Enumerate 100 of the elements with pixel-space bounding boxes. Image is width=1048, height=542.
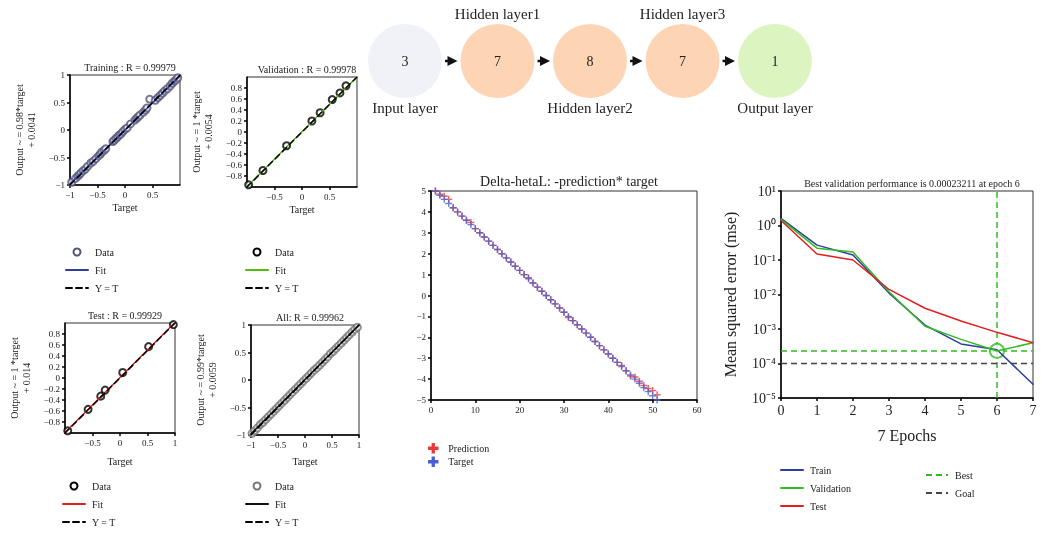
- y-tick-label: −3: [416, 353, 427, 364]
- legend-label: Validation: [810, 482, 852, 494]
- data-label: 7: [679, 54, 686, 69]
- x-tick-label: 0.5: [323, 191, 336, 202]
- category-label: Output layer: [737, 100, 813, 116]
- x-tick-label: −0.5: [269, 439, 287, 450]
- chart-title: Test : R = 0.99929: [87, 309, 163, 321]
- y-tick-label: 10⁻³: [752, 321, 776, 337]
- x-tick-label: 0.5: [326, 439, 339, 450]
- chart-title: All: R = 0.99962: [276, 311, 344, 323]
- x-axis-title: Target: [107, 455, 133, 467]
- legend-label: Fit: [275, 264, 287, 276]
- y-tick-label: 10⁰: [757, 218, 776, 233]
- legend-label: Goal: [955, 487, 975, 499]
- x-tick-label: 60: [692, 404, 702, 415]
- y-tick-label: 2: [421, 248, 426, 259]
- x-tick-label: −0.5: [89, 189, 107, 200]
- y-tick-label: −0.8: [225, 171, 243, 181]
- y-tick-label: 0.5: [53, 97, 66, 108]
- y-axis-title: Output ~ = 1 *target + 0.0054: [191, 91, 215, 173]
- y-tick-label: 0.4: [48, 351, 61, 361]
- y-tick-label: −0.5: [48, 152, 66, 163]
- x-tick-label: 1: [813, 402, 821, 418]
- y-tick-label: −0.6: [43, 406, 61, 416]
- y-tick-label: 0: [241, 375, 247, 385]
- x-tick-label: 0: [302, 439, 308, 450]
- category-label: Hidden layer2: [547, 100, 633, 116]
- y-tick-label: −0.4: [43, 395, 61, 405]
- x-tick-label: 7: [1029, 402, 1037, 418]
- x-tick-label: 5: [957, 402, 965, 418]
- chart-title: Validation : R = 0.99978: [257, 63, 357, 75]
- data-label: 3: [401, 54, 409, 69]
- y-tick-label: 1: [421, 269, 426, 280]
- y-tick-label: 10⁻²: [752, 287, 776, 302]
- x-tick-label: 50: [648, 404, 658, 415]
- y-tick-label: 0: [421, 290, 427, 301]
- x-tick-label: 0: [122, 189, 128, 200]
- y-tick-label: 0: [237, 127, 243, 137]
- y-tick-label: 0.8: [48, 329, 61, 339]
- y-tick-label: 1: [60, 70, 65, 80]
- x-tick-label: −0.5: [84, 437, 102, 448]
- x-tick-label: 10: [470, 404, 481, 415]
- x-tick-label: 0: [117, 437, 123, 448]
- y-tick-label: 0.6: [230, 94, 243, 104]
- y-tick-label: −1: [416, 311, 426, 322]
- y-tick-label: 10⁻⁴: [752, 356, 777, 371]
- x-axis-title: Target: [289, 203, 315, 215]
- x-tick-label: 2: [849, 402, 857, 418]
- y-axis-title: Mean squared error (mse): [721, 211, 740, 378]
- y-axis-title: Output ~ = 0.99*target + 0.0059: [195, 334, 219, 426]
- legend-label: Data: [95, 246, 115, 258]
- legend-label: Y = T: [275, 516, 299, 528]
- y-tick-label: −0.2: [225, 138, 242, 148]
- x-tick-label: 0: [299, 191, 305, 202]
- legend-label: Data: [92, 480, 112, 492]
- legend-label: Train: [810, 464, 832, 476]
- x-axis-title: Target: [292, 455, 318, 467]
- x-tick-label: 0.5: [146, 189, 159, 200]
- x-axis-title: Target: [112, 201, 138, 213]
- legend-label: Y = T: [95, 282, 119, 294]
- x-tick-label: −0.5: [266, 191, 284, 202]
- legend-label: Fit: [275, 498, 287, 510]
- data-label: 7: [494, 54, 501, 69]
- y-tick-label: 10⁻⁵: [752, 390, 777, 406]
- legend-label: Y = T: [92, 516, 116, 528]
- y-tick-label: 0: [60, 125, 66, 135]
- legend-label: Data: [275, 246, 295, 258]
- y-tick-label: −2: [416, 332, 426, 343]
- y-tick-label: 0.6: [48, 340, 61, 350]
- x-tick-label: 1: [356, 439, 362, 450]
- y-axis-title: Output ~ = 1 *target + 0.014: [9, 337, 33, 419]
- y-tick-label: −1: [236, 430, 246, 440]
- x-tick-label: 30: [559, 404, 569, 415]
- legend-label: Best: [955, 469, 973, 481]
- x-tick-label: 4: [921, 402, 929, 418]
- data-label: 8: [586, 54, 594, 69]
- y-tick-label: −4: [416, 374, 427, 385]
- y-tick-label: 0.5: [234, 347, 247, 358]
- legend-label: Y = T: [275, 282, 299, 294]
- legend-label: Target: [448, 456, 474, 468]
- y-tick-label: 4: [421, 206, 427, 217]
- y-tick-label: −5: [416, 395, 427, 405]
- legend-label: Prediction: [448, 442, 490, 454]
- x-axis-title: 7 Epochs: [877, 426, 937, 445]
- x-tick-label: 3: [885, 402, 893, 418]
- y-tick-label: 3: [421, 227, 427, 238]
- y-tick-label: 0: [55, 373, 61, 383]
- legend-label: Fit: [95, 264, 107, 276]
- y-axis-title: Output ~ = 0.98*target + 0.0041: [14, 84, 38, 176]
- y-tick-label: −1: [55, 180, 65, 190]
- x-tick-label: 40: [603, 404, 614, 415]
- category-label: Input layer: [372, 100, 438, 116]
- legend-label: Data: [275, 480, 295, 492]
- x-tick-label: 6: [993, 402, 1001, 418]
- chart-title: Best validation performance is 0.00023211 at epoch 6: [804, 177, 1020, 189]
- y-tick-label: −0.8: [43, 417, 61, 427]
- y-tick-label: 0.2: [230, 116, 242, 126]
- y-tick-label: 1: [241, 320, 246, 330]
- chart-title: Training : R = 0.99979: [84, 61, 176, 73]
- category-label: Hidden layer3: [639, 6, 726, 22]
